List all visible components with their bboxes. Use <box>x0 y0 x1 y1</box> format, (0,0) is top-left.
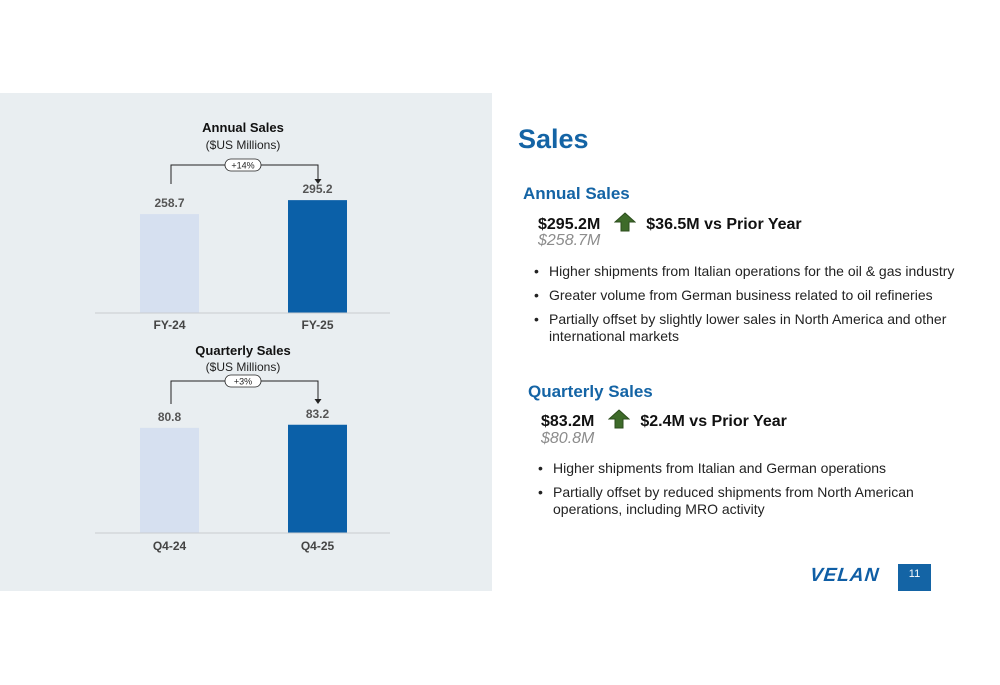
annual-metric-row: $295.2M $36.5M vs Prior Year <box>538 212 802 237</box>
change-label: +3% <box>234 377 252 387</box>
list-item: Greater volume from German business rela… <box>534 287 974 304</box>
charts-panel: Annual Sales ($US Millions) 258.7 FY-24 295.… <box>0 93 492 591</box>
chart-title: Annual Sales <box>202 120 284 135</box>
change-pill <box>224 158 262 172</box>
quarterly-metric-row: $83.2M $2.4M vs Prior Year <box>541 409 787 434</box>
tick-label: Q4-24 <box>153 539 187 553</box>
data-label: 295.2 <box>302 182 332 196</box>
up-arrow-icon <box>613 212 637 237</box>
change-pill <box>224 374 262 388</box>
bar <box>288 424 347 533</box>
list-item: Partially offset by slightly lower sales… <box>534 311 974 345</box>
bar <box>140 427 199 533</box>
list-item: Partially offset by reduced shipments fr… <box>538 484 938 518</box>
tick-label: Q4-25 <box>301 539 335 553</box>
data-label: 80.8 <box>158 410 182 424</box>
change-arrowhead <box>314 399 322 404</box>
velan-logo: VELAN <box>808 565 881 586</box>
bar <box>288 200 347 313</box>
quarterly-sales-heading: Quarterly Sales <box>528 382 653 401</box>
quarterly-prior-value: $80.8M <box>541 430 595 447</box>
list-item: Higher shipments from Italian and German… <box>538 460 938 477</box>
up-arrow-icon <box>608 409 631 434</box>
chart-subtitle: ($US Millions) <box>206 360 281 374</box>
annual-bullets: Higher shipments from Italian operations… <box>534 263 974 352</box>
bar <box>140 214 199 313</box>
quarterly-sales-value: $83.2M <box>541 412 595 430</box>
sales-charts: Annual Sales ($US Millions) 258.7 FY-24 295.… <box>95 120 390 553</box>
list-item: Higher shipments from Italian operations… <box>534 263 974 280</box>
data-label: 258.7 <box>154 196 184 210</box>
tick-label: FY-25 <box>301 318 333 332</box>
tick-label: FY-24 <box>153 318 185 332</box>
chart-subtitle: ($US Millions) <box>206 138 281 152</box>
slide-title: Sales <box>518 124 589 154</box>
change-label: +14% <box>231 161 254 171</box>
annual-sales-value: $295.2M <box>538 215 601 233</box>
annual-sales-heading: Annual Sales <box>523 184 630 203</box>
data-label: 83.2 <box>306 407 330 421</box>
annual-sales-change: $36.5M vs Prior Year <box>646 215 802 233</box>
quarterly-bullets: Higher shipments from Italian and German… <box>538 460 938 525</box>
page-number: 11 <box>898 564 931 591</box>
chart-title: Quarterly Sales <box>195 343 290 358</box>
quarterly-sales-change: $2.4M vs Prior Year <box>640 412 787 430</box>
change-arrowhead <box>314 179 322 184</box>
annual-prior-value: $258.7M <box>538 232 601 249</box>
